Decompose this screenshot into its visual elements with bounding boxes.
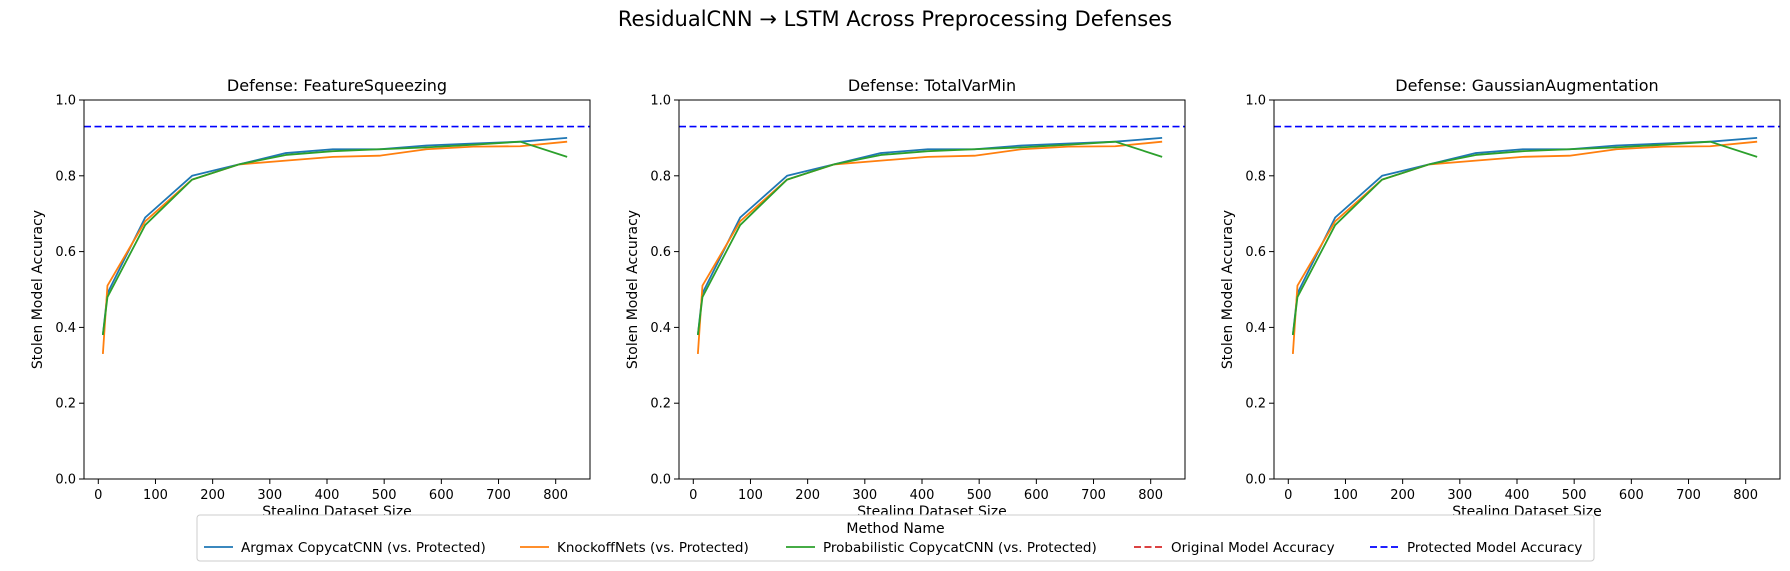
- x-tick-label: 200: [795, 488, 820, 503]
- x-tick-label: 0: [1284, 488, 1292, 503]
- series-line-2: [1291, 140, 1758, 354]
- x-tick-label: 300: [852, 488, 877, 503]
- series-line-1: [1291, 137, 1758, 336]
- x-tick-label: 700: [486, 488, 511, 503]
- y-tick-label: 0.2: [55, 397, 76, 412]
- y-axis-label: Stolen Model Accuracy: [30, 210, 46, 369]
- y-tick-label: 0.0: [650, 473, 671, 488]
- y-tick-label: 0.0: [1245, 473, 1266, 488]
- series-line-3: [696, 140, 1163, 336]
- legend-entry-label: KnockoffNets (vs. Protected): [557, 540, 749, 556]
- legend-title: Method Name: [846, 521, 944, 537]
- y-tick-label: 0.6: [650, 245, 671, 260]
- x-tick-label: 600: [1024, 488, 1049, 503]
- series-line-3: [1291, 140, 1758, 336]
- subplot-1: Defense: FeatureSqueezing 0 100 200 300 400 50…: [30, 76, 591, 520]
- x-tick-label: 200: [1390, 488, 1415, 503]
- legend-entry-label: Probabilistic CopycatCNN (vs. Protected): [823, 540, 1097, 556]
- x-tick-label: 200: [200, 488, 225, 503]
- y-tick-label: 0.8: [1245, 169, 1266, 184]
- legend: Method Name Argmax CopycatCNN (vs. Protec…: [196, 514, 1595, 562]
- subplot-2: Defense: TotalVarMin 0 100 200 300 400 500 600 7…: [625, 76, 1186, 520]
- x-tick-label: 100: [1333, 488, 1358, 503]
- x-tick-label: 500: [372, 488, 397, 503]
- y-tick-label: 0.2: [650, 397, 671, 412]
- y-axis-label: Stolen Model Accuracy: [1220, 210, 1236, 369]
- x-tick-label: 400: [910, 488, 935, 503]
- plot-area-frame: [678, 99, 1186, 480]
- x-tick-label: 800: [1138, 488, 1163, 503]
- figure-suptitle: ResidualCNN → LSTM Across Preprocessing …: [618, 7, 1172, 31]
- subplot-title: Defense: FeatureSqueezing: [227, 76, 447, 95]
- series-line-2: [101, 140, 568, 354]
- subplot-title: Defense: GaussianAugmentation: [1395, 76, 1658, 95]
- x-tick-label: 300: [1447, 488, 1472, 503]
- x-tick-label: 500: [1562, 488, 1587, 503]
- panels: Defense: FeatureSqueezing 0 100 200 300 400 50…: [30, 76, 1781, 520]
- legend-entry-label: Argmax CopycatCNN (vs. Protected): [241, 540, 486, 556]
- series-line-2: [696, 140, 1163, 354]
- plot-area-frame: [83, 99, 591, 480]
- legend-entry-label: Protected Model Accuracy: [1407, 540, 1582, 556]
- series-line-1: [696, 137, 1163, 336]
- subplot-title: Defense: TotalVarMin: [848, 76, 1016, 95]
- y-axis-label: Stolen Model Accuracy: [625, 210, 641, 369]
- x-tick-label: 0: [689, 488, 697, 503]
- x-tick-label: 100: [143, 488, 168, 503]
- x-tick-label: 800: [543, 488, 568, 503]
- y-tick-label: 0.6: [55, 245, 76, 260]
- subplot-3: Defense: GaussianAugmentation 0 100 200 300 4…: [1220, 76, 1781, 520]
- legend-entry-label: Original Model Accuracy: [1171, 540, 1335, 556]
- x-tick-label: 100: [738, 488, 763, 503]
- plot-area-frame: [1273, 99, 1781, 480]
- x-tick-label: 400: [1505, 488, 1530, 503]
- y-tick-label: 0.4: [55, 321, 76, 336]
- y-tick-label: 0.8: [650, 169, 671, 184]
- y-tick-label: 1.0: [1245, 94, 1266, 109]
- series-line-3: [101, 140, 568, 336]
- x-tick-label: 700: [1676, 488, 1701, 503]
- series-line-1: [101, 137, 568, 336]
- x-tick-label: 400: [315, 488, 340, 503]
- y-tick-label: 1.0: [55, 94, 76, 109]
- legend-box: [196, 514, 1595, 562]
- x-tick-label: 300: [257, 488, 282, 503]
- x-tick-label: 800: [1733, 488, 1758, 503]
- y-tick-label: 0.2: [1245, 397, 1266, 412]
- x-tick-label: 600: [429, 488, 454, 503]
- y-tick-label: 0.4: [650, 321, 671, 336]
- x-tick-label: 0: [94, 488, 102, 503]
- y-tick-label: 1.0: [650, 94, 671, 109]
- x-tick-label: 600: [1619, 488, 1644, 503]
- y-tick-label: 0.4: [1245, 321, 1266, 336]
- y-tick-label: 0.8: [55, 169, 76, 184]
- y-tick-label: 0.6: [1245, 245, 1266, 260]
- y-tick-label: 0.0: [55, 473, 76, 488]
- x-tick-label: 700: [1081, 488, 1106, 503]
- x-tick-label: 500: [967, 488, 992, 503]
